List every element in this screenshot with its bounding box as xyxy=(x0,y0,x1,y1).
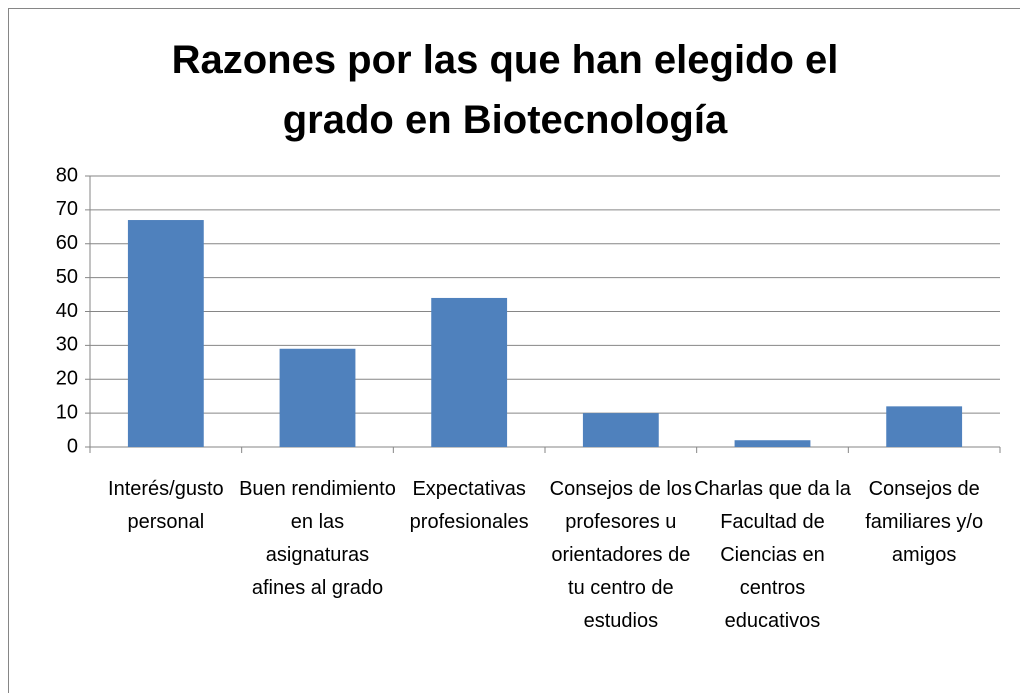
y-tick-label: 50 xyxy=(56,266,78,288)
y-tick-label: 80 xyxy=(56,164,78,186)
x-tick-label: Charlas que da la Facultad de Ciencias e… xyxy=(694,478,851,632)
y-tick-label: 30 xyxy=(56,334,78,356)
x-tick-label: Buen rendimiento en las asignaturas afin… xyxy=(239,478,396,599)
bar xyxy=(582,413,659,447)
y-tick-label: 60 xyxy=(56,232,78,254)
y-tick-label: 0 xyxy=(67,435,78,457)
y-tick-label: 70 xyxy=(56,198,78,220)
x-tick-label: Consejos de los profesores u orientadore… xyxy=(549,478,692,632)
x-tick-label: Interés/gusto personal xyxy=(108,478,224,533)
chart-border xyxy=(8,8,1020,693)
y-tick-label: 10 xyxy=(56,401,78,423)
y-tick-label: 20 xyxy=(56,368,78,390)
bar xyxy=(127,220,204,447)
y-tick-label: 40 xyxy=(56,300,78,322)
x-tick-label: Consejos de familiares y/o amigos xyxy=(865,478,984,566)
x-tick-label: Expectativas profesionales xyxy=(409,478,529,533)
bar xyxy=(734,440,811,447)
bar xyxy=(886,406,963,447)
bar xyxy=(279,348,356,447)
bar xyxy=(431,297,508,447)
chart-title: Razones por las que han elegido el grado… xyxy=(171,38,839,142)
